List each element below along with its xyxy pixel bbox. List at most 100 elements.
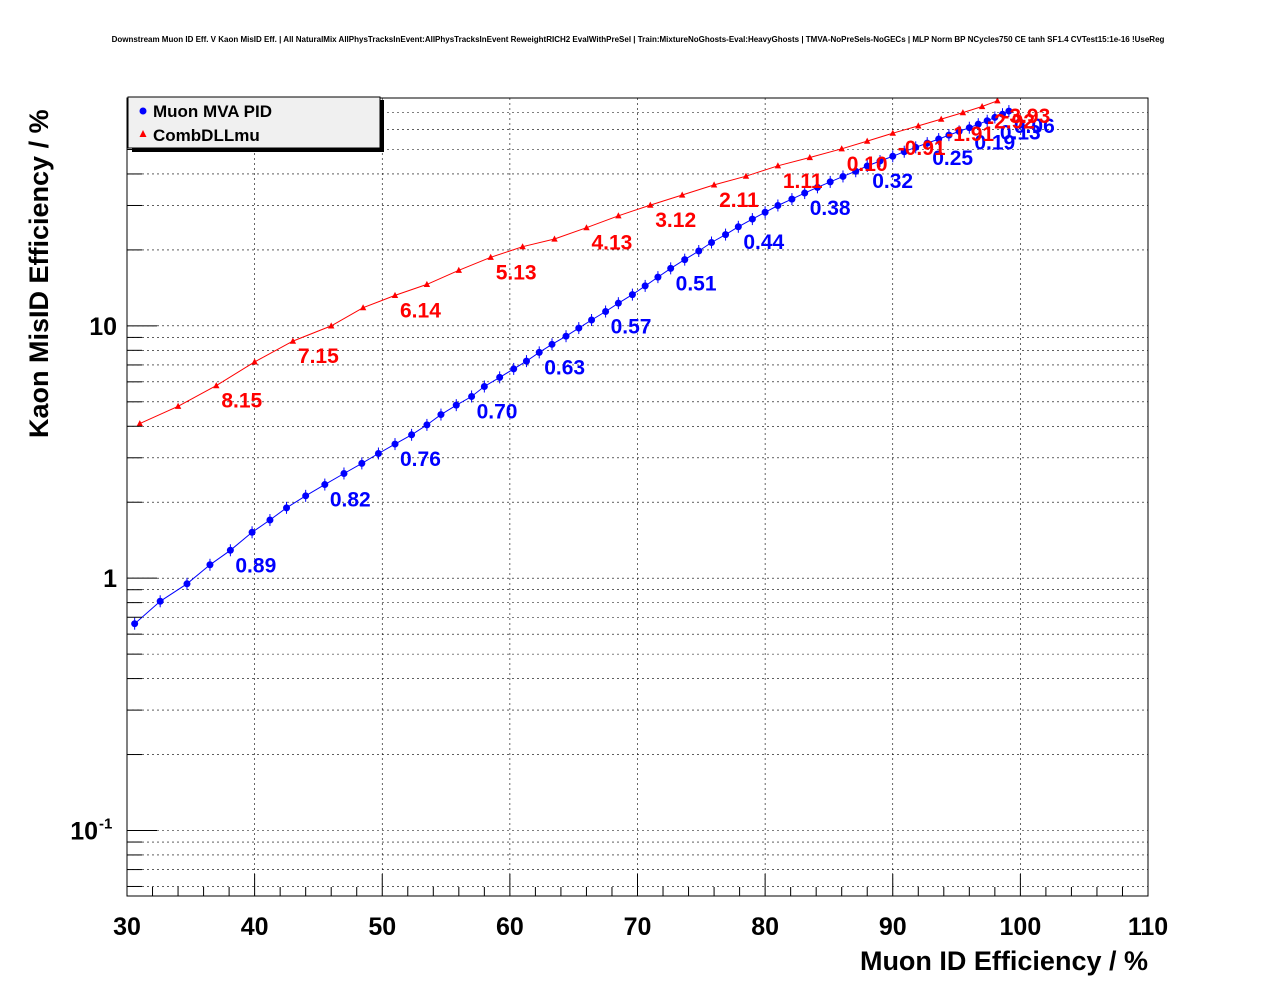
data-label: -1.91 [946, 123, 994, 146]
x-axis-label: Muon ID Efficiency / % [860, 946, 1148, 976]
data-point [615, 212, 622, 219]
data-point [695, 247, 703, 255]
data-point [266, 516, 274, 524]
data-point [480, 383, 488, 391]
data-point [359, 304, 367, 311]
data-point [391, 291, 399, 298]
data-point [468, 392, 476, 400]
y-tick-label-exponent: -1 [99, 815, 112, 832]
data-point [710, 181, 718, 188]
x-tick-label: 70 [624, 913, 652, 941]
data-point [654, 273, 662, 281]
series-combdllmu: 8.15 7.15 6.14 5.13 4.13 3.12 2.11 1.11 0.10 -0.9… [136, 97, 1050, 427]
data-point [734, 223, 742, 231]
data-point [551, 235, 558, 242]
data-label: 2.11 [719, 189, 759, 212]
data-point [302, 492, 310, 500]
data-point [321, 481, 329, 489]
data-point [708, 238, 716, 246]
series-muon-mva-pid: 0.89 0.82 0.76 0.70 0.63 0.57 0.51 0.44 0.38 0.32… [131, 105, 1055, 630]
x-tick-label: 50 [368, 913, 396, 941]
data-point [328, 322, 335, 329]
data-point [583, 224, 590, 231]
data-point [889, 152, 897, 160]
data-point [679, 191, 686, 198]
data-label: -0.91 [898, 137, 946, 160]
data-point [136, 420, 143, 427]
data-point [991, 113, 999, 121]
legend-box [127, 96, 381, 149]
data-point [938, 115, 945, 122]
data-point [522, 357, 530, 365]
data-point [935, 135, 943, 143]
data-label: 0.19 [974, 132, 1015, 155]
data-point [900, 148, 908, 156]
data-point [575, 324, 583, 332]
data-point [826, 178, 834, 186]
data-label: 0.38 [810, 197, 851, 220]
data-label: 0.32 [872, 170, 913, 193]
data-point [510, 365, 518, 373]
data-point [641, 282, 649, 290]
legend-marker-combdllmu [139, 130, 147, 137]
data-point [667, 264, 675, 272]
data-label: 3.12 [655, 209, 696, 232]
data-point [978, 103, 986, 110]
data-point [647, 201, 654, 208]
data-point [358, 459, 366, 467]
x-tick-label: 100 [1000, 913, 1042, 941]
data-point [283, 504, 291, 512]
data-point [722, 231, 730, 239]
data-point [548, 340, 556, 348]
data-point [955, 127, 963, 135]
data-point [602, 308, 610, 316]
data-point [183, 580, 191, 588]
data-point [131, 620, 139, 628]
data-point [774, 201, 782, 209]
data-label: 0.89 [235, 554, 276, 577]
x-tick-label: 110 [1128, 913, 1168, 941]
data-point [806, 154, 813, 161]
data-point [519, 243, 526, 250]
data-label: 0.76 [400, 448, 441, 471]
data-point [562, 332, 570, 340]
y-tick-label: 1 [103, 565, 117, 593]
y-tick-label: 10 [70, 817, 98, 845]
data-point [912, 143, 920, 151]
data-point [838, 145, 845, 152]
x-tick-label: 60 [496, 913, 524, 941]
data-label: 4.13 [591, 232, 632, 255]
legend-marker-muon-mva-pid [139, 107, 147, 115]
data-label: 7.15 [298, 345, 339, 368]
data-label: -3.93 [1002, 105, 1050, 128]
data-point [774, 162, 782, 169]
data-point [156, 597, 164, 605]
data-point [535, 348, 543, 356]
data-point [945, 131, 953, 139]
data-label: 0.13 [1000, 121, 1041, 144]
data-point [423, 280, 431, 287]
data-point [915, 122, 922, 129]
data-point [206, 561, 214, 569]
data-point [437, 411, 445, 419]
data-point [374, 449, 382, 457]
data-point [487, 253, 494, 260]
data-point [876, 157, 884, 165]
data-label: 0.06 [1014, 115, 1055, 138]
y-axis-label: Kaon MisID Efficiency / % [24, 109, 54, 438]
data-point [994, 97, 1001, 104]
series-layer: 0.89 0.82 0.76 0.70 0.63 0.57 0.51 0.44 0.38 0.32… [131, 97, 1055, 630]
data-point [889, 129, 896, 136]
legend-label-combdllmu: CombDLLmu [153, 126, 260, 145]
data-point [1005, 107, 1013, 115]
data-point [455, 266, 462, 273]
data-label: 0.51 [676, 272, 717, 295]
data-point [761, 208, 769, 216]
x-tick-label: 80 [751, 913, 779, 941]
x-tick-label: 40 [241, 913, 269, 941]
x-tick-label: 30 [113, 913, 141, 941]
data-point [742, 172, 750, 179]
y-tick-label: 10 [89, 313, 117, 341]
